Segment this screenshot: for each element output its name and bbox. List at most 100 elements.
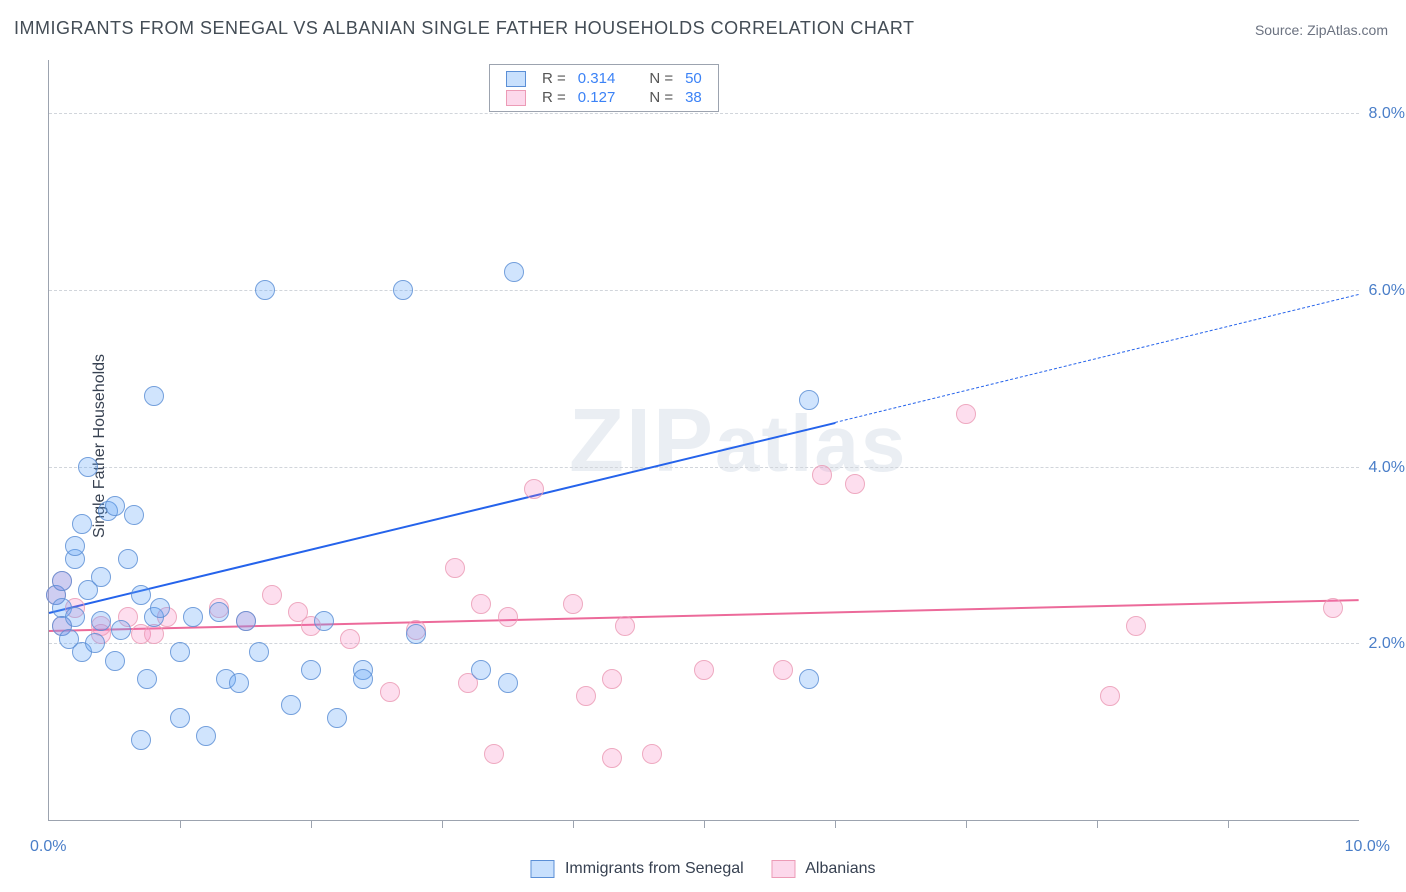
gridline: 6.0% (49, 290, 1359, 291)
gridline: 4.0% (49, 467, 1359, 468)
source-attribution: Source: ZipAtlas.com (1255, 22, 1388, 38)
scatter-point-pink (1323, 598, 1343, 618)
x-axis-max-label: 10.0% (1345, 838, 1390, 856)
x-tick (311, 820, 312, 828)
scatter-point-blue (52, 571, 72, 591)
scatter-point-blue (498, 673, 518, 693)
r-value-blue: 0.314 (572, 69, 622, 88)
scatter-point-pink (262, 585, 282, 605)
scatter-plot-area: ZIPatlas R = 0.314 N = 50 R = 0.127 N = … (48, 60, 1359, 821)
scatter-point-blue (229, 673, 249, 693)
scatter-point-pink (144, 624, 164, 644)
x-tick (835, 820, 836, 828)
scatter-point-blue (65, 607, 85, 627)
scatter-point-pink (773, 660, 793, 680)
scatter-point-blue (353, 669, 373, 689)
scatter-point-blue (504, 262, 524, 282)
chart-title: IMMIGRANTS FROM SENEGAL VS ALBANIAN SING… (14, 18, 915, 39)
x-axis-min-label: 0.0% (30, 838, 66, 856)
trend-line-dashed (835, 294, 1359, 423)
scatter-point-pink (1126, 616, 1146, 636)
legend-label-pink: Albanians (805, 860, 875, 877)
scatter-point-blue (137, 669, 157, 689)
scatter-point-pink (524, 479, 544, 499)
x-tick (1228, 820, 1229, 828)
scatter-point-blue (131, 585, 151, 605)
scatter-point-pink (845, 474, 865, 494)
scatter-point-blue (799, 669, 819, 689)
y-tick-label: 6.0% (1369, 282, 1405, 300)
scatter-point-blue (281, 695, 301, 715)
scatter-point-blue (471, 660, 491, 680)
r-label: R = (536, 69, 572, 88)
scatter-point-pink (471, 594, 491, 614)
scatter-point-pink (642, 744, 662, 764)
gridline: 8.0% (49, 113, 1359, 114)
scatter-point-blue (209, 602, 229, 622)
scatter-point-blue (170, 708, 190, 728)
swatch-pink-icon (772, 860, 796, 878)
x-tick (180, 820, 181, 828)
scatter-point-blue (105, 496, 125, 516)
n-label: N = (643, 69, 679, 88)
scatter-point-blue (249, 642, 269, 662)
scatter-point-blue (85, 633, 105, 653)
x-tick (704, 820, 705, 828)
n-value-blue: 50 (679, 69, 708, 88)
y-tick-label: 4.0% (1369, 459, 1405, 477)
scatter-point-blue (65, 536, 85, 556)
n-label: N = (643, 88, 679, 107)
y-tick-label: 2.0% (1369, 635, 1405, 653)
scatter-point-blue (301, 660, 321, 680)
y-tick-label: 8.0% (1369, 105, 1405, 123)
r-value-pink: 0.127 (572, 88, 622, 107)
scatter-point-blue (799, 390, 819, 410)
scatter-point-pink (563, 594, 583, 614)
scatter-point-blue (196, 726, 216, 746)
scatter-point-blue (255, 280, 275, 300)
n-value-pink: 38 (679, 88, 708, 107)
legend-row-pink: R = 0.127 N = 38 (500, 88, 708, 107)
trend-line (49, 422, 835, 614)
series-legend: Immigrants from Senegal Albanians (530, 860, 875, 878)
swatch-pink-icon (506, 90, 526, 106)
scatter-point-blue (105, 651, 125, 671)
scatter-point-blue (236, 611, 256, 631)
scatter-point-blue (144, 386, 164, 406)
x-tick (442, 820, 443, 828)
legend-item-blue: Immigrants from Senegal (530, 860, 743, 878)
scatter-point-blue (91, 567, 111, 587)
scatter-point-pink (576, 686, 596, 706)
scatter-point-blue (406, 624, 426, 644)
scatter-point-blue (150, 598, 170, 618)
scatter-point-blue (131, 730, 151, 750)
scatter-point-pink (1100, 686, 1120, 706)
x-tick (573, 820, 574, 828)
scatter-point-pink (445, 558, 465, 578)
scatter-point-blue (91, 611, 111, 631)
scatter-point-blue (314, 611, 334, 631)
scatter-point-blue (111, 620, 131, 640)
scatter-point-blue (118, 549, 138, 569)
x-tick (1097, 820, 1098, 828)
r-label: R = (536, 88, 572, 107)
scatter-point-pink (484, 744, 504, 764)
scatter-point-pink (956, 404, 976, 424)
scatter-point-pink (340, 629, 360, 649)
scatter-point-pink (615, 616, 635, 636)
legend-row-blue: R = 0.314 N = 50 (500, 69, 708, 88)
scatter-point-pink (498, 607, 518, 627)
scatter-point-blue (183, 607, 203, 627)
x-tick (966, 820, 967, 828)
scatter-point-blue (78, 457, 98, 477)
scatter-point-blue (393, 280, 413, 300)
scatter-point-pink (602, 748, 622, 768)
legend-item-pink: Albanians (772, 860, 876, 878)
stats-legend: R = 0.314 N = 50 R = 0.127 N = 38 (489, 64, 719, 112)
scatter-point-pink (812, 465, 832, 485)
scatter-point-pink (602, 669, 622, 689)
legend-label-blue: Immigrants from Senegal (565, 860, 744, 877)
swatch-blue-icon (530, 860, 554, 878)
gridline: 2.0% (49, 643, 1359, 644)
swatch-blue-icon (506, 71, 526, 87)
